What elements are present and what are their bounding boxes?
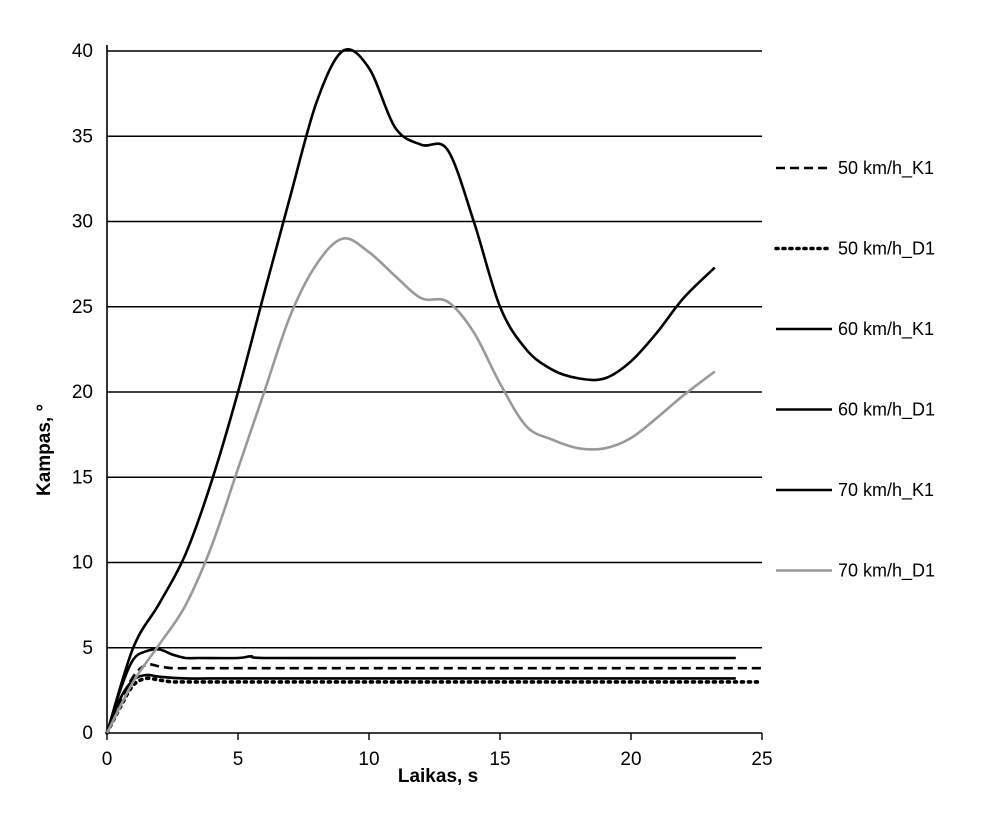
- x-axis-ticks: 0 5 10 15 20 25: [102, 733, 773, 770]
- x-tick-label: 25: [751, 749, 772, 770]
- x-tick-label: 0: [102, 749, 113, 770]
- legend-entry-label: 60 km/h_D1: [838, 400, 935, 421]
- y-tick-label: 35: [72, 126, 93, 147]
- series-line-50-km-h-k1: [105, 662, 762, 734]
- legend-entry-label: 50 km/h_K1: [838, 158, 934, 179]
- gridlines: [107, 50, 762, 649]
- legend-entry-label: 60 km/h_K1: [838, 319, 934, 340]
- y-tick-label: 30: [72, 212, 93, 233]
- x-tick-label: 10: [358, 749, 379, 770]
- y-tick-label: 25: [72, 297, 93, 318]
- y-tick-label: 0: [82, 723, 93, 744]
- series-line-70-km-h-d1: [105, 237, 716, 734]
- y-axis-ticks: 0 5 10 15 20 25 30 35 40: [72, 41, 93, 744]
- axes: [106, 45, 762, 734]
- x-tick-label: 5: [233, 749, 244, 770]
- legend: 50 km/h_K1 50 km/h_D1 60 km/h_K1 60 km/h_D1…: [774, 158, 935, 582]
- series-line-50-km-h-d1: [105, 676, 764, 735]
- legend-entry-label: 70 km/h_K1: [838, 480, 934, 501]
- series-line-70-km-h-k1: [105, 48, 716, 734]
- y-tick-label: 5: [82, 638, 93, 659]
- series-lines: [105, 48, 764, 735]
- y-axis-label: Kampas, °: [34, 404, 55, 496]
- legend-entry-label: 70 km/h_D1: [838, 561, 935, 582]
- y-tick-label: 40: [72, 41, 93, 62]
- x-axis-label: Laikas, s: [398, 766, 478, 787]
- x-tick-label: 20: [620, 749, 641, 770]
- x-tick-label: 15: [489, 749, 510, 770]
- y-tick-label: 15: [72, 467, 93, 488]
- y-tick-label: 20: [72, 382, 93, 403]
- series-line-60-km-h-k1: [105, 647, 736, 734]
- legend-entry-label: 50 km/h_D1: [838, 239, 935, 260]
- y-tick-label: 10: [72, 553, 93, 574]
